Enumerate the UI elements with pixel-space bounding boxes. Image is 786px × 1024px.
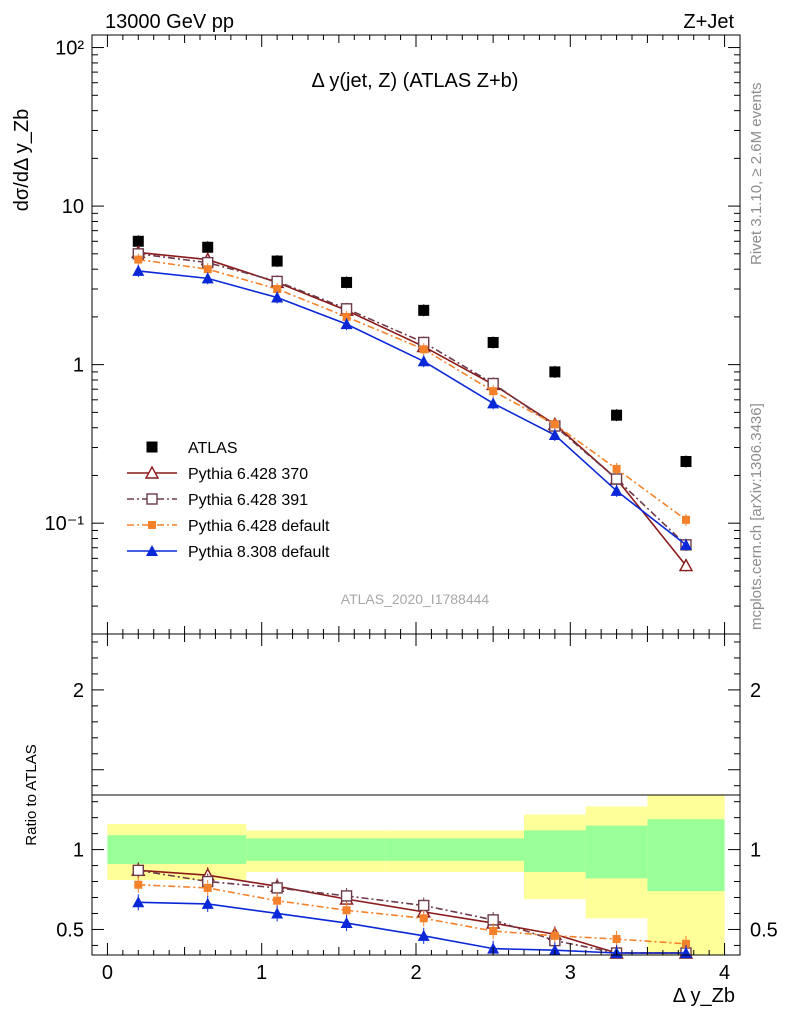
data-point-2-7 — [610, 473, 623, 485]
ratio-point-3-0 — [132, 896, 145, 908]
data-point-0-2 — [271, 255, 283, 267]
ratio-point-3-2 — [271, 907, 284, 919]
ratio-point-2-3 — [342, 906, 351, 915]
band-inner-5 — [647, 819, 725, 892]
ratio-y-label-left-2: 2 — [73, 680, 84, 702]
data-point-4-2 — [271, 291, 284, 303]
band-inner-3 — [524, 830, 586, 872]
x-tick-label-4: 4 — [719, 962, 730, 984]
ratio-y-label: Ratio to ATLAS — [23, 744, 40, 845]
data-point-4-0 — [132, 264, 145, 276]
data-point-0-7 — [611, 409, 623, 421]
ratio-point-2-2 — [273, 896, 282, 905]
data-point-4-5 — [487, 397, 500, 409]
data-point-4-6 — [548, 428, 561, 440]
data-point-3-8 — [682, 515, 690, 524]
ratio-bands — [107, 795, 725, 955]
data-point-4-4 — [417, 355, 430, 367]
legend-marker-0 — [146, 441, 158, 453]
x-tick-label-2: 2 — [410, 962, 421, 984]
ratio-point-2-4 — [419, 914, 428, 923]
band-inner-4 — [585, 825, 648, 879]
ratio-y-label-left-1: 1 — [73, 840, 84, 862]
band-inner-0 — [107, 835, 247, 864]
data-point-3-5 — [489, 387, 498, 396]
data-point-0-6 — [549, 366, 561, 378]
legend-marker-1 — [144, 465, 160, 479]
main-axes: 10⁻¹ 1 10 10² — [45, 35, 740, 635]
main-marks — [131, 235, 694, 572]
data-point-0-1 — [202, 241, 214, 253]
x-tick-label-0: 0 — [102, 962, 113, 984]
y-tick-label-0: 10⁻¹ — [45, 513, 85, 535]
legend-label-4: Pythia 8.308 default — [188, 544, 330, 561]
x-tick-label-3: 3 — [565, 962, 576, 984]
data-point-3-4 — [419, 345, 428, 354]
band-inner-1 — [246, 838, 386, 861]
ratio-point-2-7 — [612, 935, 621, 944]
data-point-3-2 — [273, 284, 282, 293]
data-point-0-5 — [487, 336, 499, 348]
ratio-y-label-right-1: 1 — [750, 840, 761, 862]
legend: ATLAS Pythia 6.428 370 Pythia 6.428 391 Pyt… — [127, 440, 330, 561]
data-point-3-3 — [342, 312, 351, 321]
ratio-point-2-1 — [203, 883, 212, 892]
x-axis-label: Δ y_Zb — [673, 985, 735, 1007]
ratio-point-3-6 — [548, 944, 561, 956]
data-point-0-0 — [132, 235, 144, 247]
ratio-point-2-5 — [489, 927, 498, 936]
ratio-y-label-right-2: 2 — [750, 680, 761, 702]
main-title: Δ y(jet, Z) (ATLAS Z+b) — [312, 70, 519, 92]
legend-marker-3 — [148, 521, 156, 529]
ratio-point-1-2 — [271, 882, 283, 894]
ratio-point-1-0 — [132, 864, 144, 877]
legend-marker-2 — [146, 493, 158, 505]
legend-label-2: Pythia 6.428 391 — [188, 492, 308, 509]
mcplots-label: mcplots.cern.ch [arXiv:1306.3436] — [748, 403, 765, 630]
ratio-axes: 0.5 0.5 1 1 2 2 0 1 2 3 4 — [56, 634, 778, 984]
ratio-point-2-6 — [550, 931, 559, 940]
ratio-y-label-right-0: 0.5 — [750, 919, 778, 941]
y-tick-label-3: 10² — [55, 38, 84, 60]
ratio-point-1-3 — [340, 890, 353, 902]
legend-label-0: ATLAS — [188, 440, 238, 457]
ratio-point-3-3 — [340, 917, 353, 929]
data-point-1-8 — [678, 558, 694, 572]
watermark: ATLAS_2020_I1788444 — [341, 591, 490, 607]
ratio-y-label-left-0: 0.5 — [56, 919, 84, 941]
data-point-0-3 — [341, 276, 353, 288]
data-point-4-7 — [610, 484, 623, 496]
ratio-point-3-1 — [201, 897, 214, 909]
y-tick-label-2: 10 — [62, 196, 84, 218]
data-point-3-0 — [134, 255, 143, 264]
ratio-panel: 0.5 0.5 1 1 2 2 0 1 2 3 4 Ratio to ATLAS Δ y_Zb — [23, 633, 778, 1007]
legend-label-3: Pythia 6.428 default — [188, 518, 330, 535]
ratio-point-1-4 — [418, 899, 430, 912]
main-panel: 10⁻¹ 1 10 10² Δ y(jet, Z) (ATLAS Z+b) ATLAS… — [11, 34, 741, 635]
data-point-4-8 — [680, 538, 692, 550]
data-point-4-1 — [201, 272, 214, 284]
legend-label-1: Pythia 6.428 370 — [188, 466, 308, 483]
data-point-0-8 — [680, 455, 692, 467]
data-point-0-4 — [418, 304, 430, 316]
x-tick-label-1: 1 — [256, 962, 267, 984]
header-left: 13000 GeV pp — [105, 11, 234, 33]
ratio-point-2-0 — [134, 880, 143, 889]
header-right: Z+Jet — [683, 11, 734, 33]
ratio-point-3-4 — [417, 929, 430, 941]
ratio-marks — [131, 862, 694, 959]
data-point-3-6 — [550, 420, 559, 429]
main-y-label: dσ/dΔ y_Zb — [11, 109, 33, 211]
data-point-3-1 — [203, 265, 212, 274]
rivet-label: Rivet 3.1.10, ≥ 2.6M events — [748, 83, 765, 266]
y-tick-label-1: 1 — [73, 355, 84, 377]
legend-marker-4 — [146, 545, 158, 556]
band-inner-2 — [385, 838, 524, 861]
ratio-point-2-8 — [682, 939, 690, 948]
data-point-3-7 — [612, 464, 621, 473]
data-point-4-3 — [340, 318, 353, 330]
